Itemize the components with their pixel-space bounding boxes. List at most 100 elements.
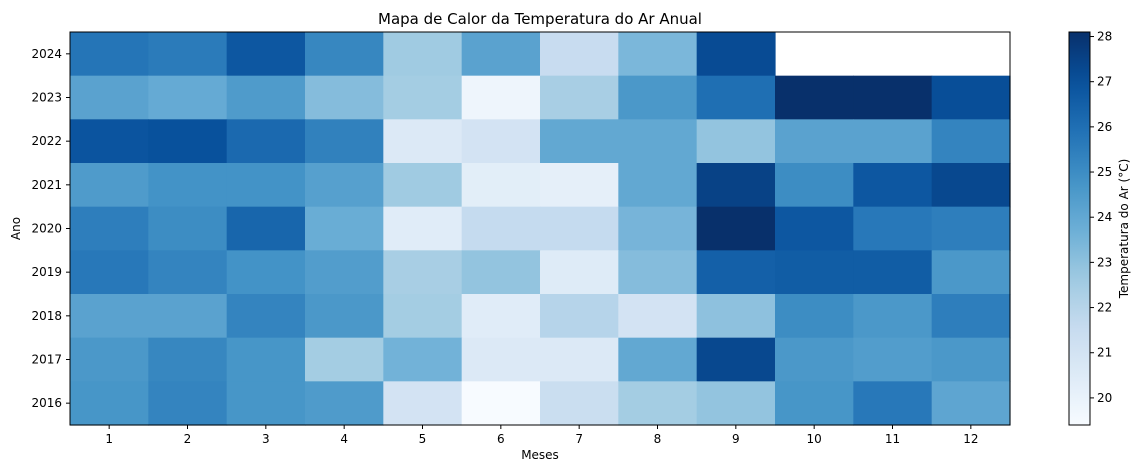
heatmap-cell xyxy=(226,119,306,164)
heatmap-cell xyxy=(618,337,698,382)
heatmap-cell xyxy=(853,250,933,295)
heatmap-cell xyxy=(383,294,463,339)
x-tick-label: 10 xyxy=(807,432,822,446)
colorbar-tick-label: 22 xyxy=(1097,301,1112,315)
heatmap-cell xyxy=(696,250,776,295)
x-tick-label: 6 xyxy=(497,432,505,446)
heatmap-cell xyxy=(540,206,619,251)
colorbar-label: Temperatura do Ar (°C) xyxy=(1117,159,1131,300)
heatmap-cell xyxy=(70,163,149,208)
heatmap-cell xyxy=(226,381,306,426)
heatmap-cell xyxy=(383,119,463,164)
heatmap-cell xyxy=(305,294,384,339)
heatmap-cell xyxy=(148,337,228,382)
colorbar-tick-label: 23 xyxy=(1097,255,1112,269)
x-tick-label: 4 xyxy=(340,432,348,446)
heatmap-cell xyxy=(383,337,463,382)
heatmap-cell xyxy=(148,32,228,77)
colorbar xyxy=(1068,31,1091,426)
heatmap-cell xyxy=(148,75,228,120)
y-tick-label: 2023 xyxy=(31,91,62,105)
heatmap-cell xyxy=(70,381,149,426)
y-axis: 2024 2023 2022 2021 2020 2019 2018 2017 2016 xyxy=(31,47,70,410)
heatmap-cell xyxy=(775,294,854,339)
heatmap-cell xyxy=(70,250,149,295)
heatmap-cell xyxy=(696,206,776,251)
y-tick-label: 2021 xyxy=(31,178,62,192)
heatmap-cell xyxy=(148,119,228,164)
heatmap-cell xyxy=(148,381,228,426)
colorbar-tick-label: 25 xyxy=(1097,165,1112,179)
heatmap-cell xyxy=(461,294,541,339)
heatmap-cell xyxy=(540,337,619,382)
heatmap-cell xyxy=(696,381,776,426)
heatmap-cell xyxy=(540,381,619,426)
colorbar-tick-label: 24 xyxy=(1097,210,1112,224)
heatmap-cell xyxy=(305,337,384,382)
heatmap-cell xyxy=(696,75,776,120)
heatmap-cell xyxy=(931,381,1011,426)
heatmap-cell xyxy=(853,75,933,120)
y-axis-label: Ano xyxy=(9,217,23,240)
colorbar-tick-label: 20 xyxy=(1097,391,1112,405)
heatmap-cell xyxy=(226,206,306,251)
heatmap-cell xyxy=(226,75,306,120)
heatmap-cell xyxy=(461,119,541,164)
heatmap-cell xyxy=(775,163,854,208)
heatmap-cell xyxy=(696,32,776,77)
x-tick-label: 11 xyxy=(885,432,900,446)
heatmap-cell xyxy=(305,32,384,77)
y-tick-label: 2022 xyxy=(31,134,62,148)
heatmap-cell xyxy=(305,75,384,120)
heatmap-cell xyxy=(696,294,776,339)
heatmap-cell xyxy=(775,75,854,120)
heatmap-cell xyxy=(226,163,306,208)
x-tick-label: 12 xyxy=(963,432,978,446)
heatmap-cell xyxy=(461,337,541,382)
x-tick-label: 5 xyxy=(419,432,427,446)
heatmap-cell xyxy=(383,206,463,251)
heatmap-cell xyxy=(853,206,933,251)
heatmap-cell xyxy=(540,32,619,77)
heatmap-cell xyxy=(618,75,698,120)
x-tick-label: 7 xyxy=(575,432,583,446)
heatmap-cell xyxy=(931,294,1011,339)
x-axis-label: Meses xyxy=(521,448,559,462)
heatmap-cell xyxy=(853,337,933,382)
heatmap-cell xyxy=(461,32,541,77)
heatmap-cell xyxy=(775,119,854,164)
heatmap-cell xyxy=(226,294,306,339)
heatmap-cell xyxy=(618,119,698,164)
heatmap-cell xyxy=(540,294,619,339)
heatmap-cell xyxy=(461,206,541,251)
heatmap-cell xyxy=(148,163,228,208)
heatmap-cell xyxy=(461,75,541,120)
heatmap-cell xyxy=(540,119,619,164)
heatmap-cell xyxy=(70,206,149,251)
heatmap-cell xyxy=(696,337,776,382)
heatmap-cell xyxy=(775,206,854,251)
heatmap-cell xyxy=(931,250,1011,295)
heatmap-cells xyxy=(70,32,1011,426)
heatmap-cell xyxy=(853,381,933,426)
heatmap-cell xyxy=(618,206,698,251)
heatmap-cell xyxy=(383,381,463,426)
heatmap-cell xyxy=(618,294,698,339)
y-tick-label: 2019 xyxy=(31,265,62,279)
heatmap-cell xyxy=(540,250,619,295)
heatmap-cell xyxy=(853,294,933,339)
heatmap-cell xyxy=(618,163,698,208)
heatmap-cell xyxy=(461,381,541,426)
x-tick-label: 8 xyxy=(654,432,662,446)
heatmap-cell xyxy=(226,32,306,77)
heatmap-cell xyxy=(70,294,149,339)
heatmap-cell xyxy=(383,163,463,208)
heatmap-cell xyxy=(148,206,228,251)
x-tick-label: 9 xyxy=(732,432,740,446)
heatmap-cell xyxy=(226,337,306,382)
heatmap-cell xyxy=(618,32,698,77)
heatmap-cell xyxy=(305,381,384,426)
heatmap-cell xyxy=(383,75,463,120)
heatmap-cell xyxy=(618,381,698,426)
